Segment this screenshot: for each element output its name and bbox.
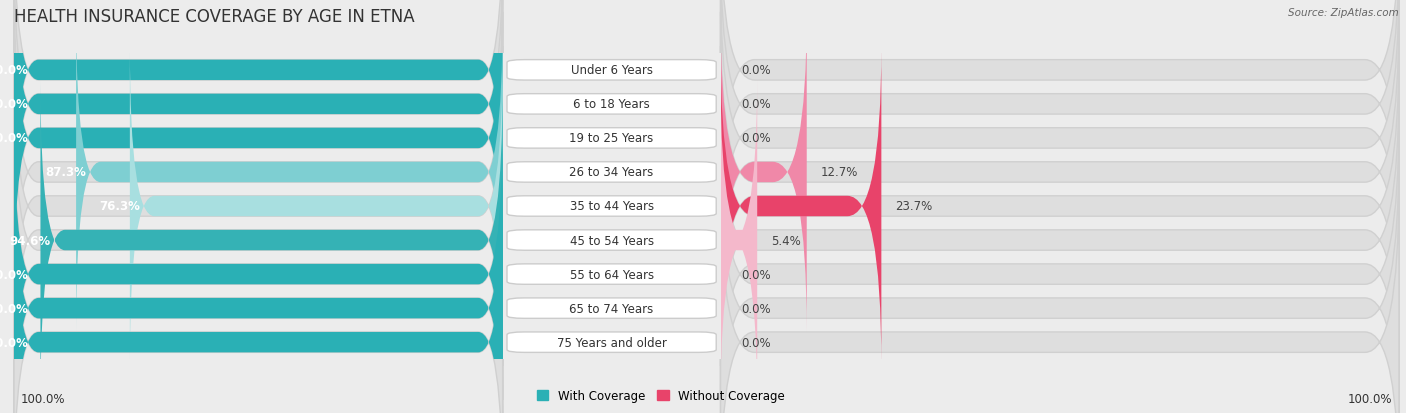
FancyBboxPatch shape (720, 47, 882, 366)
Text: 0.0%: 0.0% (741, 132, 770, 145)
FancyBboxPatch shape (14, 0, 503, 230)
FancyBboxPatch shape (720, 0, 1399, 264)
Text: 100.0%: 100.0% (0, 64, 28, 77)
Text: 55 to 64 Years: 55 to 64 Years (569, 268, 654, 281)
FancyBboxPatch shape (14, 47, 503, 366)
FancyBboxPatch shape (14, 115, 503, 413)
FancyBboxPatch shape (720, 13, 1399, 332)
FancyBboxPatch shape (14, 183, 503, 413)
FancyBboxPatch shape (14, 149, 503, 413)
Text: 0.0%: 0.0% (741, 302, 770, 315)
Text: 0.0%: 0.0% (741, 98, 770, 111)
FancyBboxPatch shape (14, 149, 503, 413)
FancyBboxPatch shape (508, 230, 716, 251)
Text: 6 to 18 Years: 6 to 18 Years (574, 98, 650, 111)
Text: 100.0%: 100.0% (0, 268, 28, 281)
Text: HEALTH INSURANCE COVERAGE BY AGE IN ETNA: HEALTH INSURANCE COVERAGE BY AGE IN ETNA (14, 8, 415, 26)
FancyBboxPatch shape (14, 0, 503, 264)
Text: 75 Years and older: 75 Years and older (557, 336, 666, 349)
FancyBboxPatch shape (720, 47, 1399, 366)
Text: 12.7%: 12.7% (820, 166, 858, 179)
FancyBboxPatch shape (720, 183, 1399, 413)
FancyBboxPatch shape (129, 47, 503, 366)
FancyBboxPatch shape (76, 13, 503, 332)
FancyBboxPatch shape (14, 81, 503, 400)
FancyBboxPatch shape (720, 13, 807, 332)
Text: 100.0%: 100.0% (0, 132, 28, 145)
FancyBboxPatch shape (720, 81, 1399, 400)
FancyBboxPatch shape (14, 0, 503, 230)
Text: 100.0%: 100.0% (0, 302, 28, 315)
FancyBboxPatch shape (720, 0, 1399, 298)
FancyBboxPatch shape (14, 0, 503, 264)
Text: Under 6 Years: Under 6 Years (571, 64, 652, 77)
Text: 100.0%: 100.0% (0, 98, 28, 111)
Text: 94.6%: 94.6% (8, 234, 51, 247)
FancyBboxPatch shape (508, 264, 716, 285)
FancyBboxPatch shape (14, 115, 503, 413)
FancyBboxPatch shape (720, 149, 1399, 413)
Text: Source: ZipAtlas.com: Source: ZipAtlas.com (1288, 8, 1399, 18)
Text: 19 to 25 Years: 19 to 25 Years (569, 132, 654, 145)
FancyBboxPatch shape (508, 332, 716, 353)
Text: 23.7%: 23.7% (896, 200, 932, 213)
Text: 45 to 54 Years: 45 to 54 Years (569, 234, 654, 247)
Text: 100.0%: 100.0% (1347, 392, 1392, 405)
Text: 0.0%: 0.0% (741, 64, 770, 77)
Text: 65 to 74 Years: 65 to 74 Years (569, 302, 654, 315)
FancyBboxPatch shape (508, 60, 716, 81)
FancyBboxPatch shape (508, 95, 716, 115)
FancyBboxPatch shape (41, 81, 503, 400)
Text: 100.0%: 100.0% (0, 336, 28, 349)
Text: 0.0%: 0.0% (741, 268, 770, 281)
FancyBboxPatch shape (508, 196, 716, 217)
FancyBboxPatch shape (508, 298, 716, 318)
FancyBboxPatch shape (14, 0, 503, 298)
Text: 0.0%: 0.0% (741, 336, 770, 349)
Text: 5.4%: 5.4% (770, 234, 800, 247)
Text: 26 to 34 Years: 26 to 34 Years (569, 166, 654, 179)
FancyBboxPatch shape (14, 0, 503, 298)
FancyBboxPatch shape (720, 115, 1399, 413)
FancyBboxPatch shape (508, 128, 716, 149)
Text: 87.3%: 87.3% (45, 166, 86, 179)
FancyBboxPatch shape (14, 183, 503, 413)
Legend: With Coverage, Without Coverage: With Coverage, Without Coverage (531, 385, 790, 407)
Text: 35 to 44 Years: 35 to 44 Years (569, 200, 654, 213)
FancyBboxPatch shape (720, 81, 758, 400)
FancyBboxPatch shape (14, 13, 503, 332)
Text: 76.3%: 76.3% (98, 200, 139, 213)
FancyBboxPatch shape (720, 0, 1399, 230)
Text: 100.0%: 100.0% (21, 392, 66, 405)
FancyBboxPatch shape (508, 162, 716, 183)
